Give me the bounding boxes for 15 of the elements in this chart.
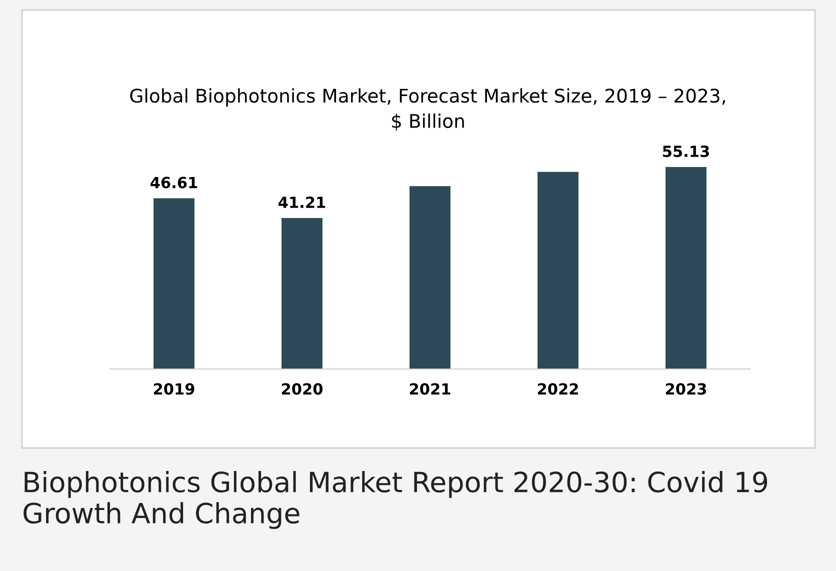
- text: Biophotonics Global Market Report 2020-30: Covid 19 Growth And Change: [24, 471, 768, 529]
- x-tick-label: 2021: [410, 383, 450, 395]
- chart-title: Global Biophotonics Market, Forecast Market Size, 2019 – 2023, $ Billion: [130, 88, 726, 131]
- data-label: 55.13: [663, 146, 709, 158]
- bar: [410, 186, 450, 369]
- x-tick-label: 2020: [282, 383, 323, 395]
- bar: [538, 172, 578, 369]
- bar: [282, 218, 322, 369]
- x-tick-label: 2022: [538, 383, 578, 395]
- data-label: 41.21: [278, 196, 326, 208]
- x-tick-label: 2023: [666, 383, 706, 395]
- bar: [154, 198, 194, 369]
- bar: [666, 167, 706, 369]
- data-label: 46.61: [150, 176, 198, 188]
- x-tick-label: 2019: [154, 383, 194, 395]
